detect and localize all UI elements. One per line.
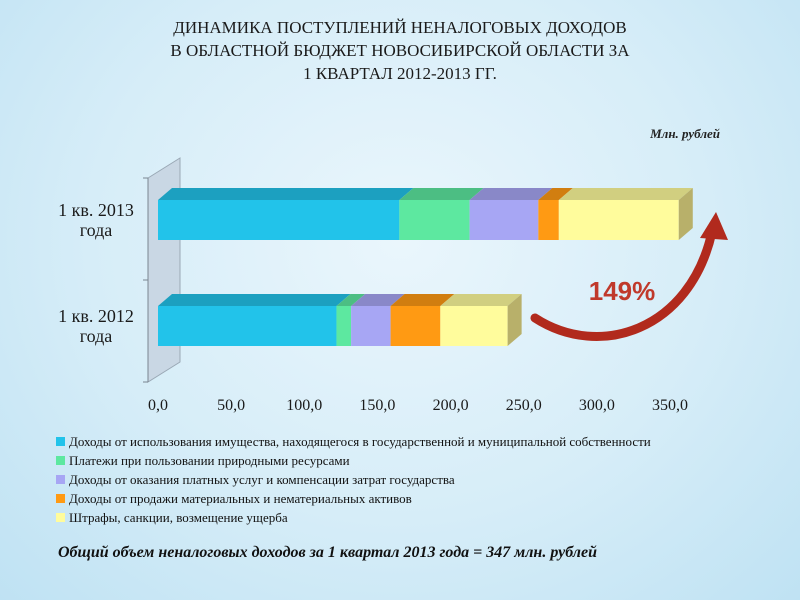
chart-title-line: 1 КВАРТАЛ 2012-2013 ГГ.: [303, 64, 497, 83]
legend-label: Штрафы, санкции, возмещение ущерба: [69, 509, 288, 525]
category-label: 1 кв. 2013: [58, 200, 134, 220]
legend-swatch: [56, 456, 65, 465]
legend-item: Штрафы, санкции, возмещение ущерба: [56, 508, 776, 527]
legend-swatch: [56, 437, 65, 446]
legend: Доходы от использования имущества, наход…: [56, 432, 776, 527]
category-label: 1 кв. 2012: [58, 306, 134, 326]
x-tick-label: 100,0: [286, 397, 322, 414]
bar-segment-top: [158, 188, 414, 200]
growth-percent-label: 149%: [589, 276, 656, 306]
bar-segment: [390, 306, 441, 346]
bar-segment: [158, 306, 337, 346]
bar-segment-top: [440, 294, 522, 306]
bar-segment: [158, 200, 400, 240]
legend-item: Доходы от продажи материальных и нематер…: [56, 489, 776, 508]
bar-segment: [336, 306, 352, 346]
bar-segment-top: [351, 294, 405, 306]
chart-title-line: В ОБЛАСТНОЙ БЮДЖЕТ НОВОСИБИРСКОЙ ОБЛАСТИ…: [170, 41, 630, 60]
legend-swatch: [56, 494, 65, 503]
bar-segment-top: [538, 188, 573, 200]
bar-end-face: [507, 294, 522, 346]
category-label: года: [80, 220, 113, 240]
footer-summary: Общий объем неналоговых доходов за 1 ква…: [58, 544, 597, 561]
x-tick-label: 300,0: [579, 397, 615, 414]
bar-segment: [538, 200, 559, 240]
bar-segment-top: [399, 188, 484, 200]
legend-swatch: [56, 513, 65, 522]
legend-label: Платежи при пользовании природными ресур…: [69, 452, 350, 468]
category-label: года: [80, 326, 113, 346]
bar-segment-top: [558, 188, 693, 200]
growth-arrow-head: [700, 212, 728, 240]
x-tick-label: 350,0: [652, 397, 688, 414]
legend-swatch: [56, 475, 65, 484]
bar-segment: [399, 200, 470, 240]
legend-label: Доходы от использования имущества, наход…: [69, 433, 651, 449]
bar-segment: [351, 306, 391, 346]
bar-segment-top: [469, 188, 553, 200]
chart-title-line: ДИНАМИКА ПОСТУПЛЕНИЙ НЕНАЛОГОВЫХ ДОХОДОВ: [173, 18, 627, 37]
bar-segment: [469, 200, 539, 240]
bar-segment-top: [336, 294, 366, 306]
chart-title: ДИНАМИКА ПОСТУПЛЕНИЙ НЕНАЛОГОВЫХ ДОХОДОВ…: [60, 16, 740, 85]
growth-arrow: [530, 227, 717, 341]
units-label: Млн. рублей: [650, 126, 720, 141]
x-tick-label: 150,0: [359, 397, 395, 414]
x-tick-label: 200,0: [433, 397, 469, 414]
legend-item: Доходы от использования имущества, наход…: [56, 432, 776, 451]
bar-end-face: [678, 188, 693, 240]
legend-item: Доходы от оказания платных услуг и компе…: [56, 470, 776, 489]
bar-segment-top: [390, 294, 455, 306]
legend-label: Доходы от оказания платных услуг и компе…: [69, 471, 455, 487]
legend-label: Доходы от продажи материальных и нематер…: [69, 490, 412, 506]
bar-segment: [558, 200, 679, 240]
x-tick-label: 50,0: [217, 397, 245, 414]
legend-item: Платежи при пользовании природными ресур…: [56, 451, 776, 470]
bar-segment: [440, 306, 508, 346]
x-tick-label: 250,0: [506, 397, 542, 414]
x-tick-label: 0,0: [148, 397, 168, 414]
bar-segment-top: [158, 294, 351, 306]
